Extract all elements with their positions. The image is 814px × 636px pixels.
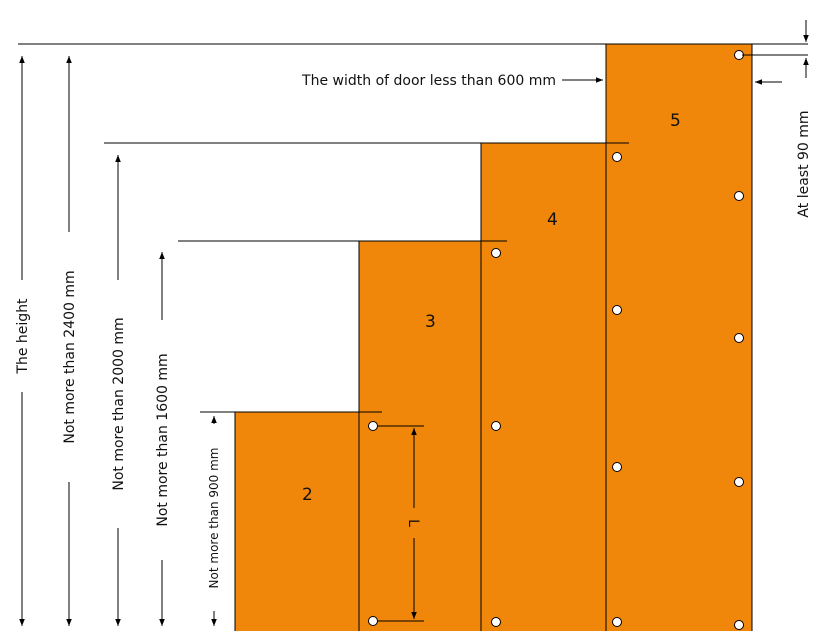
door-2-hinge-hole xyxy=(368,421,378,431)
door-2-hinge-hole xyxy=(368,616,378,626)
door-5-hinge-hole xyxy=(734,477,744,487)
hole-spacing-label: L xyxy=(405,519,421,527)
max-900-label: Not more than 900 mm xyxy=(207,448,221,589)
max-1600-label: Not more than 1600 mm xyxy=(155,353,171,526)
door-3-hinge-hole xyxy=(491,421,501,431)
door-5-hinge-hole xyxy=(734,191,744,201)
door-3-number: 3 xyxy=(425,312,436,332)
door-4-hinge-hole xyxy=(612,617,622,627)
door-5-hinge-hole xyxy=(734,333,744,343)
door-4-hinge-hole xyxy=(612,462,622,472)
hinge-holes xyxy=(368,50,744,630)
door-2-number: 2 xyxy=(302,485,313,505)
doors-group: 2 3 4 5 xyxy=(234,43,753,635)
door-2-panel xyxy=(234,411,383,635)
door-4-hinge-hole xyxy=(612,152,622,162)
door-3-hinge-hole xyxy=(491,617,501,627)
door-4-hinge-hole xyxy=(612,305,622,315)
door-width-label: The width of door less than 600 mm xyxy=(301,73,556,89)
max-2400-label: Not more than 2400 mm xyxy=(62,270,78,443)
the-height-label: The height xyxy=(15,298,31,375)
at-least-90-label: At least 90 mm xyxy=(796,110,812,217)
door-5-number: 5 xyxy=(670,111,681,131)
door-4-number: 4 xyxy=(547,210,558,230)
door-5-panel xyxy=(605,43,753,635)
door-3-hinge-hole xyxy=(491,248,501,258)
door-5-hinge-hole xyxy=(734,620,744,630)
max-2000-label: Not more than 2000 mm xyxy=(111,317,127,490)
